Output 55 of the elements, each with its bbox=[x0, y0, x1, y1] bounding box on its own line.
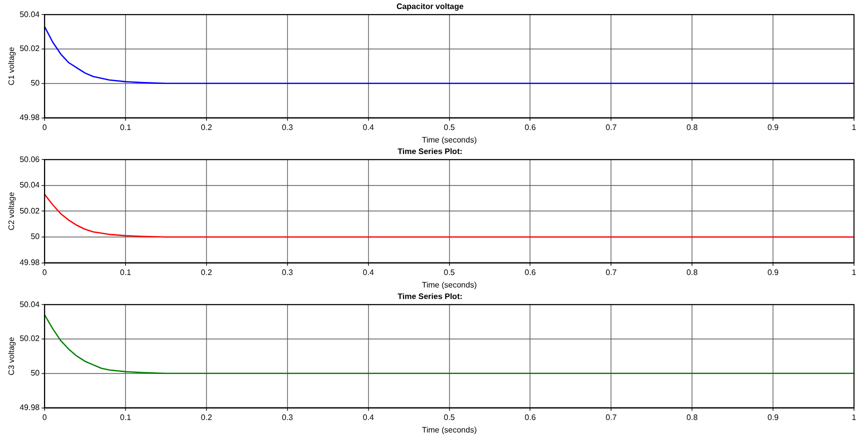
y-tick-label: 49.98 bbox=[20, 258, 40, 268]
x-tick-label: 0.2 bbox=[200, 412, 213, 422]
chart-title: Time Series Plot: bbox=[398, 292, 462, 302]
x-tick-label: 1 bbox=[852, 412, 857, 422]
x-tick-label: 0.3 bbox=[282, 122, 294, 132]
x-tick-label: 0.2 bbox=[200, 268, 213, 277]
y-tick-label: 50.06 bbox=[20, 154, 40, 164]
x-tick-label: 0.7 bbox=[606, 122, 618, 132]
x-tick-label: 0.4 bbox=[362, 412, 374, 422]
x-tick-label: 0.6 bbox=[524, 412, 536, 422]
x-tick-label: 0.6 bbox=[524, 122, 536, 132]
x-tick-label: 0.9 bbox=[768, 122, 780, 132]
x-tick-label: 0.5 bbox=[444, 122, 456, 132]
y-tick-label: 49.98 bbox=[20, 113, 40, 122]
y-tick-label: 50.04 bbox=[20, 10, 40, 19]
x-axis-title: Time (seconds) bbox=[422, 135, 478, 144]
y-tick-label: 50.02 bbox=[20, 334, 40, 344]
x-tick-label: 1 bbox=[852, 268, 857, 277]
x-tick-label: 0.7 bbox=[606, 412, 618, 422]
y-axis-title: C1 voltage bbox=[7, 46, 16, 86]
x-tick-label: 0.4 bbox=[362, 122, 374, 132]
x-tick-label: 0.1 bbox=[120, 268, 132, 277]
y-axis-title: C3 voltage bbox=[7, 336, 16, 376]
x-tick-label: 0.9 bbox=[768, 268, 780, 277]
y-tick-label: 50 bbox=[30, 232, 40, 242]
y-tick-label: 50 bbox=[30, 368, 40, 378]
x-tick-label: 0.8 bbox=[686, 122, 698, 132]
chart-title: Time Series Plot: bbox=[398, 147, 462, 156]
x-tick-label: 1 bbox=[852, 122, 857, 132]
x-tick-label: 0.3 bbox=[282, 412, 294, 422]
x-tick-label: 0.4 bbox=[362, 268, 374, 277]
x-axis-title: Time (seconds) bbox=[422, 425, 478, 434]
x-tick-label: 0.6 bbox=[524, 268, 536, 277]
y-tick-label: 50.04 bbox=[20, 180, 40, 190]
x-tick-label: 0.8 bbox=[686, 412, 698, 422]
y-tick-label: 50 bbox=[30, 78, 40, 88]
x-tick-label: 0 bbox=[42, 122, 48, 132]
x-tick-label: 0.9 bbox=[768, 412, 780, 422]
x-tick-label: 0.8 bbox=[686, 268, 698, 277]
x-tick-label: 0.7 bbox=[606, 268, 618, 277]
y-axis-title: C2 voltage bbox=[7, 192, 16, 230]
y-tick-label: 50.02 bbox=[20, 44, 40, 54]
x-tick-label: 0.5 bbox=[444, 268, 456, 277]
y-tick-label: 50.04 bbox=[20, 300, 40, 309]
y-tick-label: 49.98 bbox=[20, 403, 40, 412]
x-tick-label: 0.5 bbox=[444, 412, 456, 422]
x-tick-label: 0.1 bbox=[120, 412, 132, 422]
x-tick-label: 0.3 bbox=[282, 268, 294, 277]
x-tick-label: 0.2 bbox=[200, 122, 213, 132]
y-tick-label: 50.02 bbox=[20, 206, 40, 216]
x-tick-label: 0 bbox=[42, 268, 48, 277]
chart-title: Capacitor voltage bbox=[396, 2, 464, 12]
x-axis-title: Time (seconds) bbox=[422, 280, 478, 290]
x-tick-label: 0 bbox=[42, 412, 48, 422]
x-tick-label: 0.1 bbox=[120, 122, 132, 132]
